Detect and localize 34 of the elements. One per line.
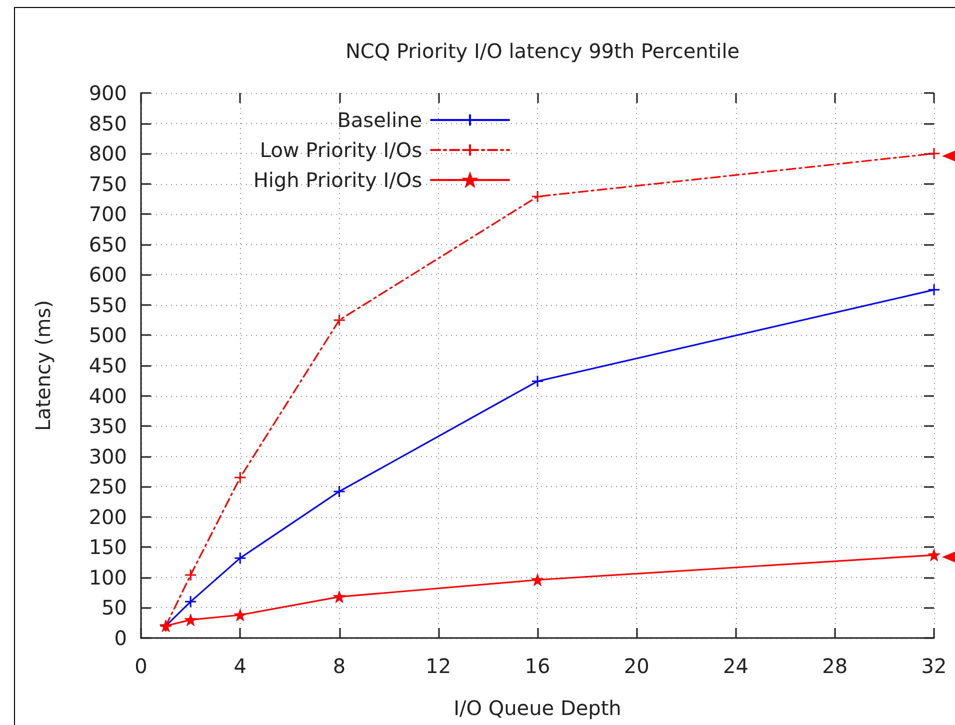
- x-tick-label: 24: [723, 654, 748, 678]
- y-tick-label: 300: [88, 444, 127, 468]
- y-tick-label: 850: [88, 111, 127, 136]
- y-tick-label: 150: [88, 535, 127, 560]
- y-tick-label: 400: [88, 384, 127, 408]
- x-tick-label: 8: [332, 654, 346, 678]
- x-tick-label: 0: [134, 654, 148, 678]
- y-tick-label: 900: [88, 81, 127, 105]
- legend-label: Baseline: [337, 108, 422, 132]
- x-tick-label: 16: [524, 654, 550, 678]
- y-tick-label: 100: [88, 565, 127, 590]
- y-tick-label: 200: [88, 504, 127, 529]
- y-tick-label: 650: [88, 232, 127, 256]
- legend-label: Low Priority I/Os: [260, 138, 422, 162]
- y-tick-label: 0: [114, 626, 127, 650]
- y-tick-label: 500: [88, 323, 127, 348]
- y-tick-label: 350: [88, 414, 127, 438]
- x-axis-title: I/O Queue Depth: [454, 696, 622, 720]
- y-tick-label: 700: [88, 202, 127, 226]
- y-tick-label: 550: [88, 292, 127, 317]
- x-tick-label: 20: [624, 654, 650, 678]
- x-tick-label: 32: [921, 654, 947, 678]
- y-tick-label: 50: [102, 596, 127, 620]
- y-tick-label: 600: [88, 262, 127, 287]
- x-tick-label: 12: [426, 654, 452, 678]
- x-tick-label: 28: [822, 654, 848, 678]
- y-tick-label: 800: [88, 142, 127, 166]
- y-tick-label: 750: [88, 172, 127, 196]
- y-axis-title: Latency (ms): [31, 300, 55, 431]
- y-tick-label: 450: [88, 354, 127, 378]
- legend-label: High Priority I/Os: [253, 168, 422, 192]
- chart-title: NCQ Priority I/O latency 99th Percentile: [345, 39, 740, 63]
- y-tick-label: 250: [88, 474, 127, 499]
- x-tick-label: 4: [234, 654, 246, 678]
